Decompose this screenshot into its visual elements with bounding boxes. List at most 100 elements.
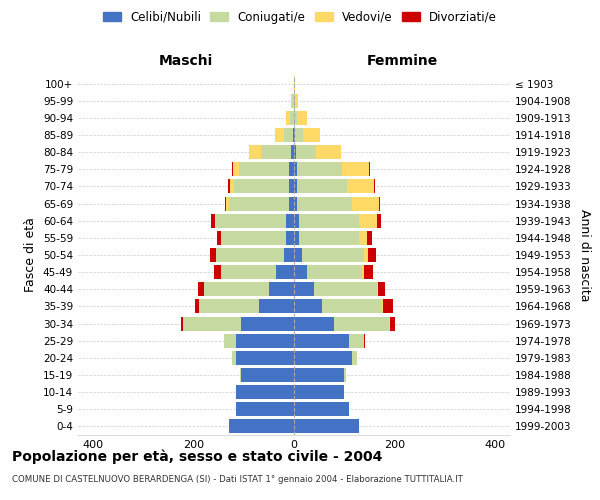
Bar bbox=[294, 196, 296, 210]
Bar bbox=[221, 265, 277, 279]
Bar bbox=[194, 300, 199, 314]
Bar bbox=[359, 214, 377, 228]
Bar bbox=[296, 111, 307, 125]
Bar bbox=[210, 248, 216, 262]
Bar bbox=[240, 368, 241, 382]
Bar bbox=[374, 180, 376, 194]
Bar bbox=[294, 334, 349, 347]
Bar bbox=[383, 300, 393, 314]
Bar bbox=[294, 94, 295, 108]
Bar bbox=[294, 316, 334, 330]
Bar bbox=[275, 128, 284, 142]
Bar bbox=[234, 180, 289, 194]
Y-axis label: Anni di nascita: Anni di nascita bbox=[578, 209, 591, 301]
Bar bbox=[378, 282, 385, 296]
Text: COMUNE DI CASTELNUOVO BERARDENGA (SI) - Dati ISTAT 1° gennaio 2004 - Elaborazion: COMUNE DI CASTELNUOVO BERARDENGA (SI) - … bbox=[12, 475, 463, 484]
Bar bbox=[359, 231, 367, 245]
Bar bbox=[286, 214, 294, 228]
Bar bbox=[290, 111, 294, 125]
Bar bbox=[236, 402, 294, 416]
Bar bbox=[294, 111, 296, 125]
Bar bbox=[239, 162, 289, 176]
Bar bbox=[296, 196, 352, 210]
Bar bbox=[236, 334, 294, 347]
Bar bbox=[379, 196, 380, 210]
Bar bbox=[295, 128, 302, 142]
Bar bbox=[230, 180, 234, 194]
Bar bbox=[368, 248, 376, 262]
Bar bbox=[352, 351, 357, 365]
Bar bbox=[241, 368, 294, 382]
Bar bbox=[377, 214, 381, 228]
Bar bbox=[377, 282, 378, 296]
Bar bbox=[181, 316, 184, 330]
Bar bbox=[391, 316, 395, 330]
Bar bbox=[294, 214, 299, 228]
Bar bbox=[214, 265, 221, 279]
Bar bbox=[294, 385, 344, 399]
Bar bbox=[349, 334, 364, 347]
Bar bbox=[216, 214, 286, 228]
Bar bbox=[203, 282, 269, 296]
Bar bbox=[322, 300, 382, 314]
Legend: Celibi/Nubili, Coniugati/e, Vedovi/e, Divorziati/e: Celibi/Nubili, Coniugati/e, Vedovi/e, Di… bbox=[98, 6, 502, 28]
Bar bbox=[284, 248, 294, 262]
Bar bbox=[249, 145, 262, 159]
Bar bbox=[226, 196, 229, 210]
Bar bbox=[347, 180, 374, 194]
Bar bbox=[299, 231, 359, 245]
Bar bbox=[216, 248, 284, 262]
Y-axis label: Fasce di età: Fasce di età bbox=[25, 218, 37, 292]
Bar bbox=[294, 351, 352, 365]
Bar bbox=[284, 128, 293, 142]
Bar bbox=[294, 368, 344, 382]
Bar bbox=[197, 282, 203, 296]
Bar bbox=[294, 76, 295, 90]
Bar bbox=[294, 420, 359, 434]
Bar bbox=[296, 180, 347, 194]
Bar bbox=[389, 316, 391, 330]
Bar bbox=[367, 231, 372, 245]
Bar bbox=[199, 300, 259, 314]
Bar bbox=[302, 248, 364, 262]
Bar bbox=[286, 111, 290, 125]
Bar bbox=[289, 162, 294, 176]
Bar bbox=[294, 282, 314, 296]
Bar bbox=[262, 145, 292, 159]
Bar bbox=[296, 162, 342, 176]
Bar bbox=[334, 316, 389, 330]
Bar bbox=[215, 214, 216, 228]
Bar bbox=[307, 265, 362, 279]
Bar bbox=[294, 180, 296, 194]
Bar bbox=[211, 214, 215, 228]
Bar bbox=[344, 368, 346, 382]
Bar bbox=[364, 265, 373, 279]
Bar bbox=[294, 128, 295, 142]
Bar bbox=[221, 231, 286, 245]
Text: Maschi: Maschi bbox=[159, 54, 213, 68]
Text: Femmine: Femmine bbox=[367, 54, 437, 68]
Bar bbox=[289, 180, 294, 194]
Bar bbox=[292, 94, 294, 108]
Bar bbox=[302, 128, 320, 142]
Text: Popolazione per età, sesso e stato civile - 2004: Popolazione per età, sesso e stato civil… bbox=[12, 450, 382, 464]
Bar bbox=[293, 128, 294, 142]
Bar bbox=[294, 145, 296, 159]
Bar bbox=[286, 231, 294, 245]
Bar bbox=[232, 162, 233, 176]
Bar bbox=[232, 351, 236, 365]
Bar bbox=[296, 145, 316, 159]
Bar bbox=[299, 214, 359, 228]
Bar bbox=[295, 94, 298, 108]
Bar bbox=[364, 248, 368, 262]
Bar bbox=[229, 196, 289, 210]
Bar bbox=[227, 180, 230, 194]
Bar bbox=[184, 316, 241, 330]
Bar bbox=[289, 196, 294, 210]
Bar bbox=[294, 231, 299, 245]
Bar bbox=[342, 162, 370, 176]
Bar bbox=[294, 162, 296, 176]
Bar bbox=[292, 145, 294, 159]
Bar bbox=[236, 351, 294, 365]
Bar bbox=[224, 334, 236, 347]
